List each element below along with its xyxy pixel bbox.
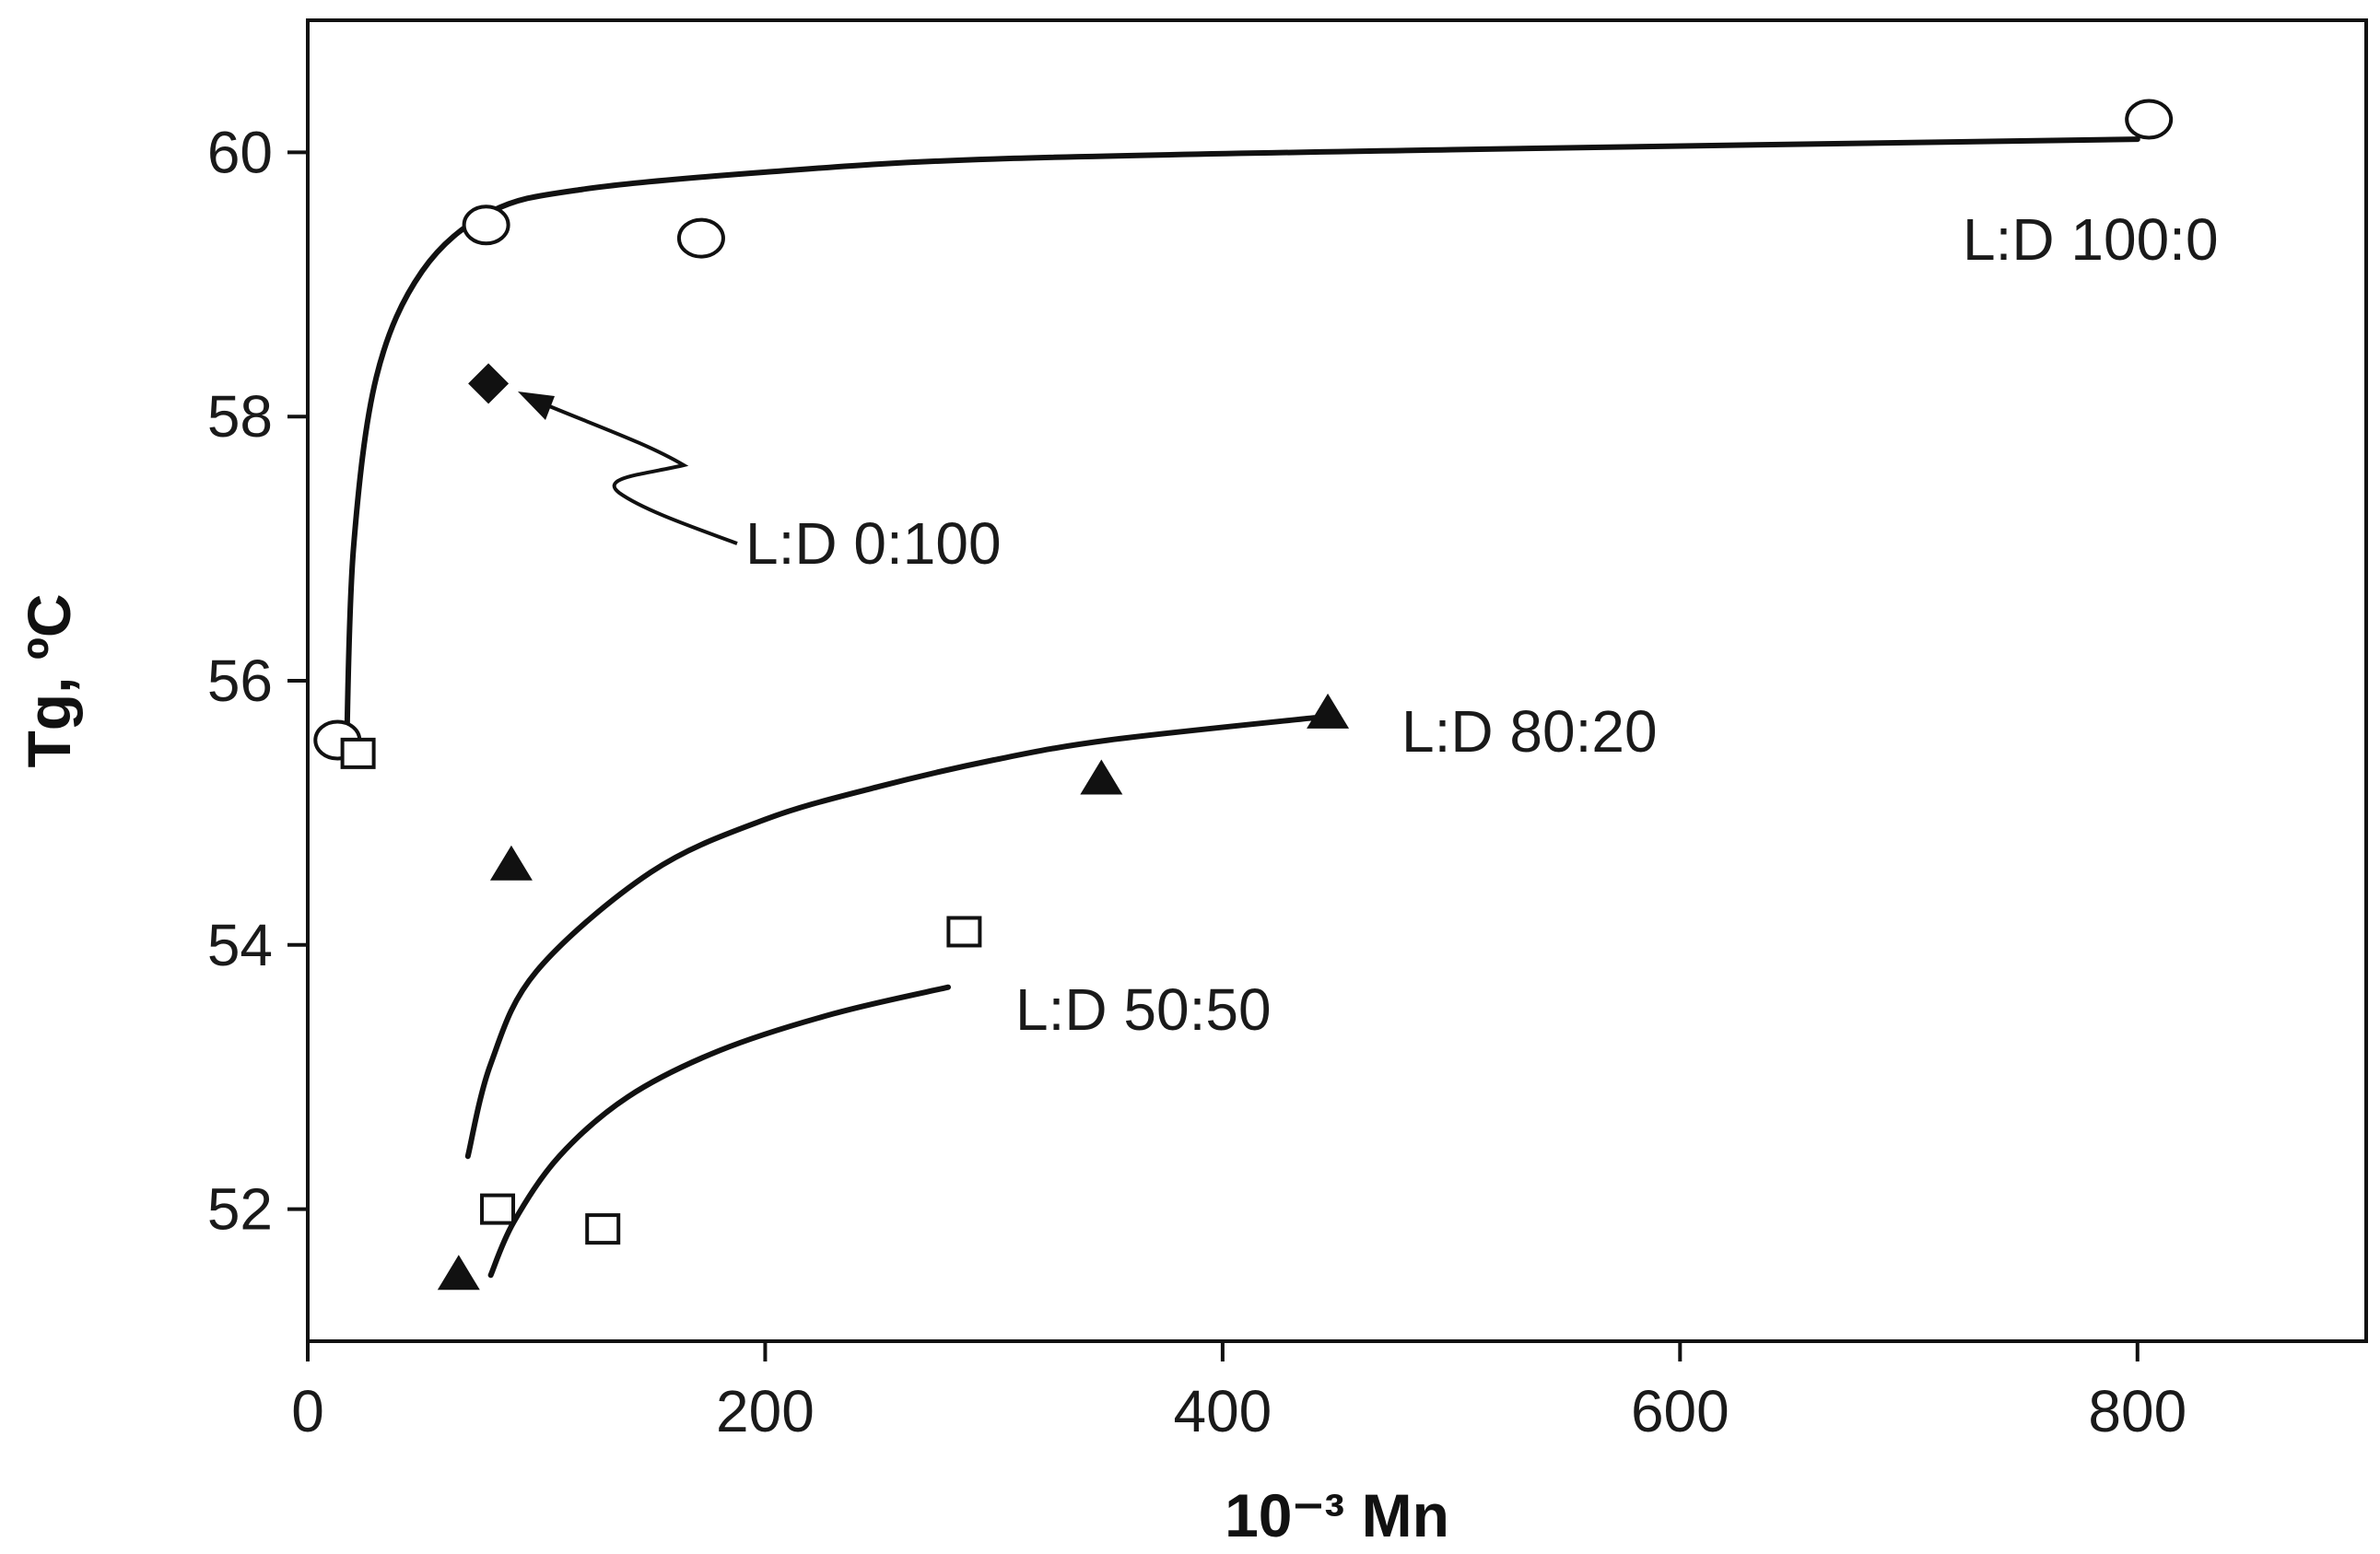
x-tick-label: 200 <box>716 1378 815 1444</box>
y-tick-label: 52 <box>207 1176 273 1243</box>
x-axis-title: 10⁻³ Mn <box>1225 1481 1449 1549</box>
data-point-series-1 <box>462 204 510 246</box>
annotation-arrow <box>518 391 738 545</box>
y-tick-label: 58 <box>207 383 273 450</box>
arrowhead <box>518 391 555 420</box>
data-point-series-3 <box>1307 693 1350 729</box>
data-point-series-4 <box>340 737 376 769</box>
arrow-line <box>524 394 738 545</box>
data-point-series-2 <box>468 363 510 404</box>
fit-curve-series-3 <box>464 715 1318 1160</box>
series-label-ld-50-50: L:D 50:50 <box>1015 976 1272 1043</box>
y-tick-label: 56 <box>207 648 273 714</box>
x-tick-label: 800 <box>2088 1378 2187 1444</box>
axis-ticks: 0 200 400 600 800 52 54 56 58 60 <box>207 119 2187 1444</box>
x-tick-label: 600 <box>1631 1378 1729 1444</box>
data-point-series-4 <box>585 1213 621 1245</box>
data-point-series-4 <box>480 1193 516 1225</box>
data-point-series-3 <box>1080 759 1123 795</box>
data-point-series-3 <box>489 845 533 881</box>
fit-curve-series-4 <box>487 984 951 1279</box>
series-label-ld-0-100: L:D 0:100 <box>745 510 1002 577</box>
fit-curve-series-1 <box>344 136 2140 750</box>
data-point-series-1 <box>2125 99 2174 140</box>
data-point-series-1 <box>676 217 725 259</box>
fit-curves <box>344 136 2140 1279</box>
x-tick-label: 0 <box>291 1378 324 1444</box>
y-tick-label: 60 <box>207 119 273 185</box>
series-label-ld-100-0: L:D 100:0 <box>1963 206 2219 273</box>
y-tick-label: 54 <box>207 912 273 978</box>
series-label-ld-80-20: L:D 80:20 <box>1401 698 1658 765</box>
x-tick-label: 400 <box>1173 1378 1272 1444</box>
data-points <box>313 99 2174 1291</box>
data-point-series-3 <box>437 1255 480 1291</box>
data-point-series-4 <box>946 916 982 948</box>
y-axis-title: Tg, ºC <box>15 593 83 767</box>
